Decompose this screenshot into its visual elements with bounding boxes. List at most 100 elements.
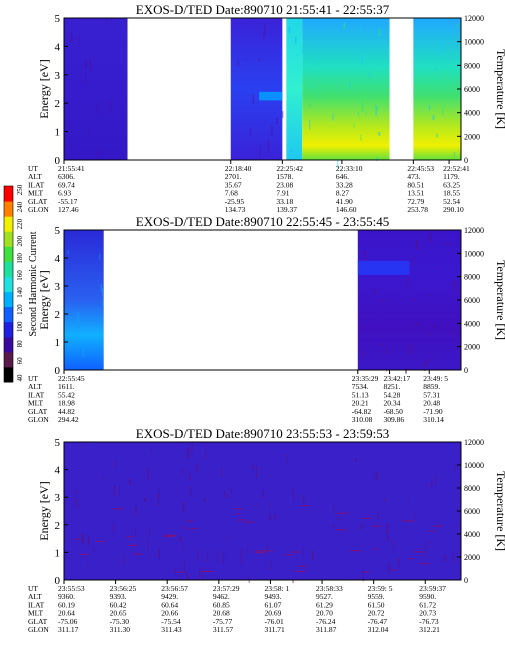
panel-2-ytick-label-1: 0: [55, 365, 61, 377]
panel-2-segment-3-streak-1: [411, 256, 413, 266]
panel-1-segment-3-streak-11: [252, 94, 254, 104]
panel-3-segment-1: [64, 442, 461, 580]
panel-3-segment-1-streak-2: [376, 553, 378, 557]
panel-1-y2tick-label-3: 4000: [464, 109, 480, 118]
panel-3-segment-1-streak-57: [458, 522, 460, 528]
panel-1-ephem-2-ilat: 35.67: [225, 180, 242, 189]
colorbar-tick-7: 160: [16, 270, 24, 281]
colorbar-tick-4: 100: [16, 321, 24, 332]
panel-1-segment-7-streak-1: [432, 115, 435, 121]
panel-2-segment-1-streak-4: [99, 253, 101, 260]
panel-1-ephem-2-glon: 134.73: [225, 205, 246, 214]
panel-3-ephem-7-ut: 23:59: 5: [368, 584, 393, 593]
panel-2-ephem-2-alt: 7534.: [352, 382, 369, 391]
panel-3-segment-1-streak-97: [129, 478, 131, 486]
panel-3-ephem-2-glon: 311.30: [110, 625, 131, 634]
panel-2-ytick-label-6: 5: [55, 225, 61, 237]
panel-2-ephem-1-mlt: 18.98: [58, 399, 75, 408]
panel-2-ephem-1-alt: 1611.: [58, 382, 75, 391]
panel-3-segment-1-dash-11: [255, 552, 266, 554]
panel-1-segment-3-streak-5: [258, 58, 260, 62]
panel-3-segment-1-dash-29: [96, 540, 105, 542]
panel-2-ephem-3-ilat: 54.28: [384, 390, 401, 399]
panel-1-y2tick-label-4: 6000: [464, 85, 480, 94]
panel-3-segment-1-streak-34: [398, 558, 400, 568]
panel-3-segment-1-streak-82: [81, 533, 84, 545]
panel-3-ephem-8-alt: 9590.: [419, 592, 436, 601]
panel-3-segment-1-streak-40: [393, 540, 395, 550]
panel-2-segment-1-streak-9: [100, 284, 102, 293]
panel-3-ephem-7-glon: 312.04: [368, 625, 389, 634]
panel-3-segment-1-streak-94: [87, 564, 89, 569]
panel-3-segment-1-streak-96: [80, 444, 82, 448]
panel-1-segment-1-streak-1: [110, 99, 112, 111]
panel-3-segment-1-streak-16: [191, 442, 193, 453]
panel-3-rowlabel-glon: GLON: [28, 625, 49, 634]
panel-2-ytick-label-3: 2: [55, 309, 61, 321]
panel-3-segment-1-dash-15: [113, 508, 124, 510]
panel-3-segment-1-dash-10: [415, 551, 423, 553]
panel-1-segment-1-streak-3: [89, 61, 92, 71]
panel-2-ytick-label-4: 3: [55, 281, 61, 293]
panel-3-segment-1-dash-40: [177, 571, 184, 573]
panel-1-segment-7-streak-11: [440, 40, 443, 53]
panel-3-segment-1-streak-28: [123, 555, 125, 566]
panel-1-segment-1-streak-10: [89, 59, 91, 64]
panel-2-segment-1-streak-6: [69, 342, 71, 349]
colorbar-tick-9: 200: [16, 236, 24, 247]
panel-3-segment-1-streak-35: [444, 554, 447, 563]
panel-1-y2tick-label-7: 12000: [464, 14, 484, 23]
panel-2-segment-3-streak-18: [409, 343, 411, 355]
panel-3-y2label: Temperature [K]: [494, 471, 505, 551]
panel-3-y2tick-label-2: 2000: [464, 553, 480, 562]
panel-2-segment-3-streak-25: [427, 357, 429, 365]
panel-2-rowlabel-mlt: MLT: [28, 399, 44, 408]
panel-2-rowlabel-glat: GLAT: [28, 407, 48, 416]
panel-3-ephem-7-glat: -76.47: [368, 617, 388, 626]
panel-3-ytick-label-3: 2: [55, 520, 61, 532]
panel-1-segment-3: [230, 18, 283, 160]
colorbar-tick-1: 40: [16, 374, 24, 382]
panel-3-segment-1-streak-80: [292, 579, 294, 583]
panel-3-segment-1-streak-60: [181, 469, 184, 475]
panel-3-segment-1-dash-4: [363, 571, 369, 573]
panel-3-ephem-4-mlt: 20.68: [213, 609, 230, 618]
panel-3-segment-1-dash-24: [186, 520, 193, 522]
panel-3-segment-1-dash-18: [79, 553, 90, 556]
panel-3-segment-1-streak-43: [302, 546, 304, 556]
panel-3-segment-1-streak-6: [135, 506, 137, 515]
colorbar-frame: [3, 185, 14, 383]
panel-1-segment-5-streak-8: [343, 22, 346, 29]
panel-3-segment-1-streak-25: [360, 523, 363, 530]
panel-2-ephem-3-glon: 309.86: [384, 415, 405, 424]
panel-3-ephem-2-ilat: 60.42: [110, 600, 127, 609]
panel-3-ephem-4-glat: -75.77: [213, 617, 233, 626]
panel-1-segment-5-streak-3: [313, 61, 315, 66]
panel-3-segment-1-dash-35: [373, 548, 378, 550]
panel-3-rowlabel-ut: UT: [28, 584, 38, 593]
panel-3-segment-1-streak-32: [187, 447, 190, 459]
panel-1-segment-1-streak-11: [125, 19, 127, 30]
panel-3-segment-1-dash-37: [238, 519, 244, 521]
panel-1-ephem-5-glat: 72.79: [407, 197, 424, 206]
panel-1-segment-5-streak-2: [359, 27, 362, 32]
panel-1-segment-5-streak-17: [332, 113, 334, 121]
panel-3-ephem-2-mlt: 20.65: [110, 609, 127, 618]
panel-1-segment-7-streak-4: [453, 152, 455, 157]
panel-3-ylabel: Energy [eV]: [37, 481, 51, 540]
panel-1-ephem-5-alt: 473.: [407, 172, 420, 181]
panel-1-segment-5-streak-16: [378, 132, 381, 136]
panel-3-segment-1-streak-87: [205, 450, 207, 459]
panel-1-ephem-4-ilat: 33.28: [336, 180, 353, 189]
colorbar-swatch-1: [4, 366, 13, 383]
panel-3-ephem-1-ut: 23:55:53: [58, 584, 85, 593]
panel-3-segment-1-streak-65: [93, 545, 95, 554]
panel-3-ephem-3-mlt: 20.66: [161, 609, 178, 618]
panel-3-ephem-3-alt: 9429.: [161, 592, 178, 601]
panel-2-segment-3-streak-9: [362, 350, 364, 359]
panel-3-segment-1-streak-93: [269, 512, 271, 521]
panel-1-ephem-5-ut: 22:45:53: [407, 164, 434, 173]
panel-3-segment-1-streak-24: [150, 448, 152, 453]
panel-1-ephem-3-glon: 139.37: [276, 205, 297, 214]
panel-2-y2tick-label-7: 12000: [464, 226, 484, 235]
